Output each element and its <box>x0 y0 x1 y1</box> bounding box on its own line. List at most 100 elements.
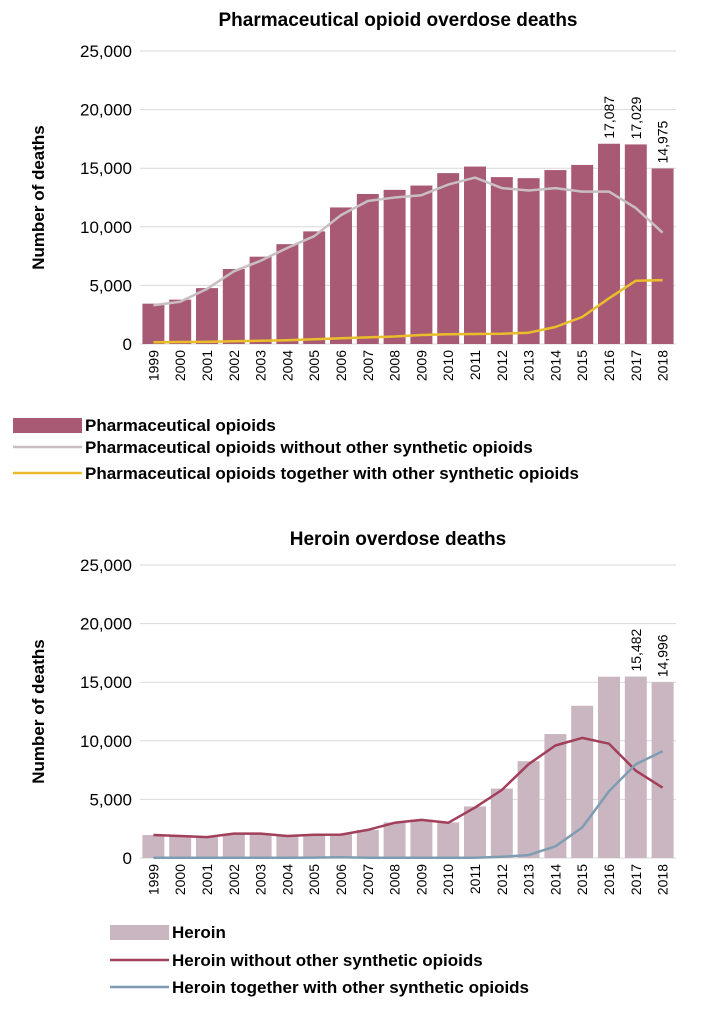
bar-2006 <box>330 833 352 858</box>
legend-label: Pharmaceutical opioids without other syn… <box>85 438 533 457</box>
x-tick-label: 2018 <box>655 864 671 895</box>
bar-2011 <box>464 166 486 344</box>
bar-2007 <box>356 193 379 344</box>
bar-2001 <box>196 288 218 344</box>
x-tick-label: 2018 <box>655 350 671 381</box>
bar-2003 <box>249 256 272 344</box>
x-tick-label: 2002 <box>226 350 242 381</box>
chart-title: Pharmaceutical opioid overdose deaths <box>219 10 578 31</box>
bar-2009 <box>410 185 433 344</box>
bar-2007 <box>356 829 379 858</box>
bar-2008 <box>383 189 406 344</box>
bar-2002 <box>222 268 245 344</box>
legend: Heroin Heroin without other synthetic opi… <box>110 923 529 997</box>
bar-2018 <box>651 682 674 858</box>
x-tick-label: 2016 <box>601 864 617 895</box>
x-tick-label: 2011 <box>467 350 483 380</box>
x-tick-label: 2014 <box>547 350 563 381</box>
bar-2005 <box>303 834 326 858</box>
y-tick-label: 0 <box>123 335 132 354</box>
data-label: 17,087 <box>601 96 617 139</box>
legend-swatch-bar <box>110 925 169 940</box>
x-tick-label: 2006 <box>333 350 349 381</box>
x-tick-label: 2013 <box>521 350 537 381</box>
bar-2004 <box>276 835 299 858</box>
x-tick-label: 2000 <box>172 350 188 381</box>
bar-2005 <box>303 231 326 344</box>
bar-2013 <box>517 178 540 344</box>
y-tick-label: 15,000 <box>80 673 132 692</box>
bar-2000 <box>169 299 192 344</box>
bar-2010 <box>437 822 460 858</box>
bar-2004 <box>276 244 299 344</box>
y-tick-label: 25,000 <box>80 556 132 575</box>
x-tick-label: 2015 <box>574 350 590 381</box>
data-label: 14,975 <box>655 120 671 163</box>
data-label: 15,482 <box>628 629 644 672</box>
bar-2000 <box>169 836 192 858</box>
x-tick-label: 2009 <box>413 864 429 895</box>
bar-2012 <box>490 177 513 344</box>
y-tick-label: 10,000 <box>80 218 132 237</box>
x-tick-label: 2003 <box>253 350 269 381</box>
x-tick-label: 2012 <box>494 864 510 895</box>
bar-2006 <box>330 207 352 344</box>
x-tick-label: 2006 <box>333 864 349 895</box>
y-tick-label: 0 <box>123 849 132 868</box>
x-tick-label: 2011 <box>467 864 483 894</box>
x-tick-label: 2012 <box>494 350 510 381</box>
legend-label: Heroin <box>172 923 226 942</box>
data-label: 17,029 <box>628 96 644 139</box>
x-tick-label: 2004 <box>279 350 295 381</box>
legend-swatch-bar <box>13 418 82 433</box>
bar-2017 <box>624 144 647 344</box>
chart-title: Heroin overdose deaths <box>290 529 506 550</box>
series-line-2 <box>153 278 663 344</box>
bar-2003 <box>249 833 272 858</box>
y-tick-label: 5,000 <box>89 276 132 295</box>
series-line-2 <box>153 750 664 860</box>
x-tick-label: 2007 <box>360 864 376 895</box>
bar-2011 <box>464 806 486 858</box>
x-tick-label: 2016 <box>601 350 617 381</box>
bar-2018 <box>651 168 674 344</box>
legend: Pharmaceutical opioids Pharmaceutical opi… <box>13 416 579 483</box>
bar-1999 <box>142 303 165 344</box>
series-line-1 <box>153 176 664 307</box>
x-tick-label: 2010 <box>440 350 456 381</box>
x-tick-label: 2005 <box>306 864 322 895</box>
y-axis-label: Number of deaths <box>29 125 48 270</box>
bar-2016 <box>598 676 620 858</box>
x-tick-label: 2009 <box>413 350 429 381</box>
legend-label: Heroin without other synthetic opioids <box>172 951 483 970</box>
bar-2014 <box>544 170 567 344</box>
y-tick-label: 25,000 <box>80 42 132 61</box>
x-tick-label: 1999 <box>145 350 161 381</box>
x-tick-label: 2008 <box>387 864 403 895</box>
x-tick-label: 2001 <box>199 350 215 381</box>
bar-2012 <box>490 788 513 858</box>
legend-label: Heroin together with other synthetic opi… <box>172 978 529 997</box>
bar-2001 <box>196 837 218 858</box>
y-tick-label: 5,000 <box>89 790 132 809</box>
y-axis-label: Number of deaths <box>29 639 48 784</box>
bar-2016 <box>598 143 620 344</box>
bar-2002 <box>222 833 245 858</box>
bar-2014 <box>544 734 567 858</box>
series-line-1 <box>153 736 664 839</box>
legend-label: Pharmaceutical opioids <box>85 416 276 435</box>
legend-label: Pharmaceutical opioids together with oth… <box>85 464 579 483</box>
x-tick-label: 2004 <box>279 864 295 895</box>
x-tick-label: 2015 <box>574 864 590 895</box>
bar-2013 <box>517 761 540 858</box>
x-tick-label: 2013 <box>521 864 537 895</box>
data-label: 14,996 <box>655 634 671 677</box>
bar-2015 <box>571 705 594 858</box>
x-tick-label: 2008 <box>387 350 403 381</box>
chart-1: Pharmaceutical opioid overdose deaths 0 5,… <box>13 10 676 483</box>
x-tick-label: 2010 <box>440 864 456 895</box>
x-tick-label: 2014 <box>547 864 563 895</box>
x-tick-label: 2003 <box>253 864 269 895</box>
x-tick-label: 2001 <box>199 864 215 895</box>
y-tick-label: 20,000 <box>80 101 132 120</box>
